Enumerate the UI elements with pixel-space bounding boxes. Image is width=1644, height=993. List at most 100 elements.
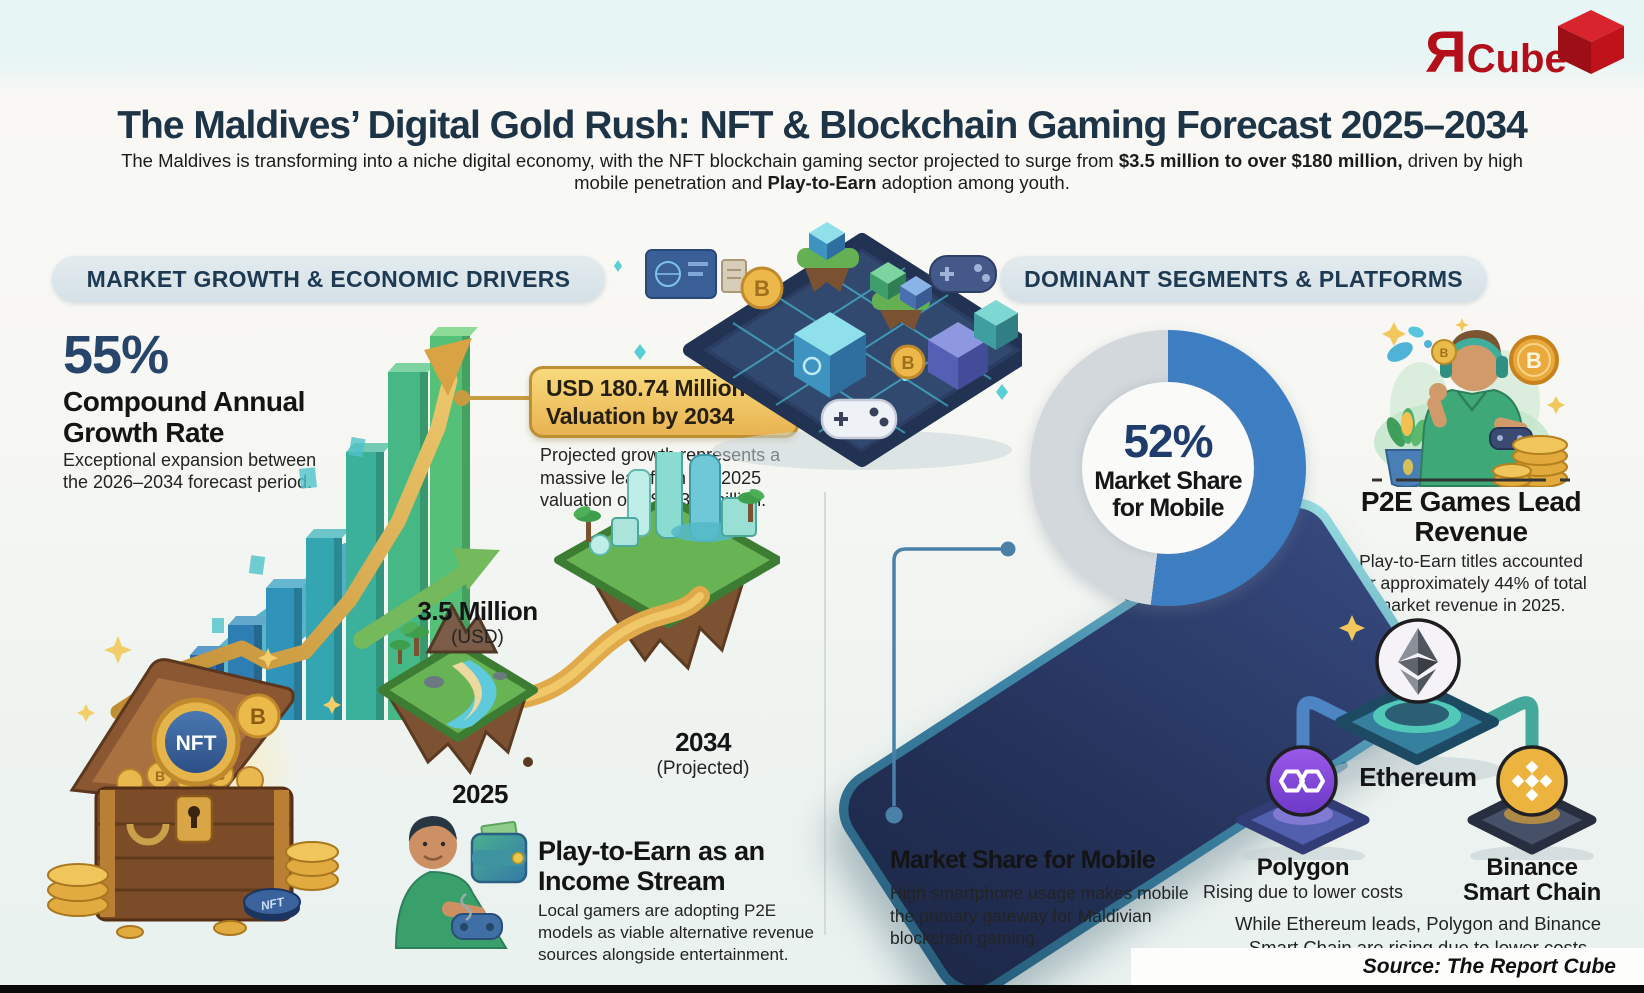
right-cubes — [928, 300, 1018, 390]
svg-text:NFT: NFT — [176, 732, 217, 755]
headphone-cup-right — [1496, 356, 1508, 378]
brand-logo-text: Cube — [1466, 37, 1567, 81]
gold-path — [502, 586, 710, 710]
nft-disc: NFT — [243, 888, 301, 921]
binance-icon — [1496, 745, 1568, 817]
valuation-callout-line2: Valuation by 2034 — [546, 403, 734, 429]
ethereum-platform — [1335, 679, 1499, 765]
cagr-value: 55% — [63, 325, 169, 385]
gold-growth-arrow — [110, 338, 472, 720]
gamepad-in-hands — [451, 913, 503, 940]
floating-pixels — [212, 436, 366, 633]
bitcoin-coin-board: B — [740, 266, 784, 310]
sparkles-board — [614, 260, 1008, 400]
svg-text:B: B — [902, 353, 915, 373]
ethereum-icon — [1375, 618, 1461, 704]
nft-medallion: NFT — [151, 697, 241, 787]
mobile-share-donut: 52% Market Share for Mobile — [1030, 330, 1306, 606]
coin-stacks — [47, 841, 339, 939]
island-2025 — [378, 602, 538, 775]
screen-panel-icon — [645, 249, 717, 299]
polygon-label: Polygon — [1256, 854, 1350, 881]
brand-cube-icon — [1558, 10, 1624, 74]
mobile-connector-line — [885, 541, 1016, 824]
subtitle-bold-1: $3.5 million to over $180 million, — [1118, 150, 1403, 171]
gamer2-head — [1440, 330, 1508, 391]
white-gamepad-icon — [820, 398, 898, 440]
svg-text:B: B — [155, 768, 165, 784]
sparkles-chest — [77, 636, 341, 722]
pipe-to-binance — [1473, 696, 1539, 759]
donut-center: 52% Market Share for Mobile — [1082, 382, 1254, 554]
page-subtitle: The Maldives is transforming into a nich… — [97, 150, 1547, 194]
floating-island-cubes — [870, 262, 932, 330]
svg-text:B: B — [250, 704, 266, 729]
p2e-income-desc: Local gamers are adopting P2E models as … — [538, 901, 814, 964]
blockchain-platforms-illustration — [1236, 615, 1597, 860]
blockchain-board-illustration: B B — [614, 222, 1022, 470]
mobile-share-label-2: for Mobile — [1112, 494, 1224, 522]
cagr-note: Exceptional expansion between the 2026–2… — [63, 450, 317, 492]
bitcoin-coin-large: B — [1509, 335, 1559, 385]
binance-label: Binance Smart Chain — [1462, 854, 1602, 906]
svg-text:NFT: NFT — [260, 894, 287, 913]
palm-tree — [738, 489, 765, 522]
section-header-market-growth: MARKET GROWTH & ECONOMIC DRIVERS — [52, 256, 605, 302]
brand-logo: Я Cube — [1425, 24, 1567, 82]
center-cube — [794, 312, 866, 398]
end-year-label: 2034 (Projected) — [656, 727, 750, 779]
palm-tree — [390, 640, 410, 664]
mobile-section-desc: High smartphone usage makes mobile the p… — [890, 883, 1189, 948]
mountain — [425, 602, 499, 654]
bottom-border-bar — [0, 985, 1644, 993]
sparkles-gamer — [1382, 318, 1565, 414]
polygon-icon — [1266, 745, 1338, 817]
crypto-gems — [1387, 326, 1432, 362]
source-credit: Source: The Report Cube — [1131, 948, 1644, 985]
floating-bitcoin-coin: B — [235, 693, 281, 739]
floating-island-small — [797, 222, 859, 292]
section-divider — [824, 492, 826, 935]
polygon-note: Rising due to lower costs — [1202, 882, 1404, 902]
steam-squiggle — [460, 893, 472, 922]
gamer-hair — [408, 816, 457, 842]
start-valuation-label: 3.5 Million (USD) — [417, 596, 538, 648]
sparkle — [1339, 615, 1365, 641]
page-title: The Maldives’ Digital Gold Rush: NFT & B… — [117, 104, 1528, 147]
coin-stack-right — [1492, 435, 1568, 487]
palm-tree — [400, 622, 429, 656]
small-coin: B — [1431, 339, 1457, 365]
bitcoin-coin-board-2: B — [890, 344, 926, 380]
money-bag — [1384, 408, 1432, 487]
p2e-revenue-title: P2E Games Lead Revenue — [1360, 486, 1582, 547]
pipe-to-polygon — [1296, 696, 1363, 759]
islands-timeline-illustration — [378, 452, 780, 775]
valuation-callout-line1: USD 180.74 Million — [546, 375, 746, 401]
svg-text:B: B — [754, 276, 770, 301]
p2e-gamer-illustration — [394, 816, 528, 949]
p2e-revenue-gamer-illustration: B B — [1372, 318, 1570, 487]
svg-text:B: B — [1440, 346, 1449, 360]
dark-gamepad-icon — [929, 255, 997, 293]
mobile-share-label-1: Market Share — [1094, 467, 1242, 495]
treasure-chest-illustration: B B NFT B — [47, 636, 341, 939]
mobile-section-title: Market Share for Mobile — [890, 846, 1156, 874]
callout-connector — [454, 390, 529, 406]
subtitle-text-2: driven by high mobile penetration and — [574, 150, 1523, 193]
brand-logo-glyph: Я — [1425, 20, 1467, 85]
green-arrow — [353, 548, 500, 649]
crypto-wallet-icon — [470, 820, 528, 884]
section-header-dominant-segments: DOMINANT SEGMENTS & PLATFORMS — [1000, 256, 1487, 302]
chest-handle — [126, 823, 170, 846]
p2e-revenue-desc: Play-to-Earn titles accounted for approx… — [1355, 551, 1587, 615]
ethereum-label: Ethereum — [1359, 762, 1477, 792]
svg-text:B: B — [1526, 348, 1542, 373]
valuation-callout: USD 180.74 Million Valuation by 2034 — [529, 366, 799, 438]
start-year-label: 2025 — [452, 779, 508, 809]
subtitle-text-3: adoption among youth. — [876, 172, 1070, 193]
cagr-label: Compound Annual Growth Rate — [63, 386, 305, 448]
p2e-income-title: Play-to-Earn as an Income Stream — [538, 836, 765, 896]
palm-tree — [573, 506, 601, 542]
mobile-share-value: 52% — [1123, 415, 1213, 467]
